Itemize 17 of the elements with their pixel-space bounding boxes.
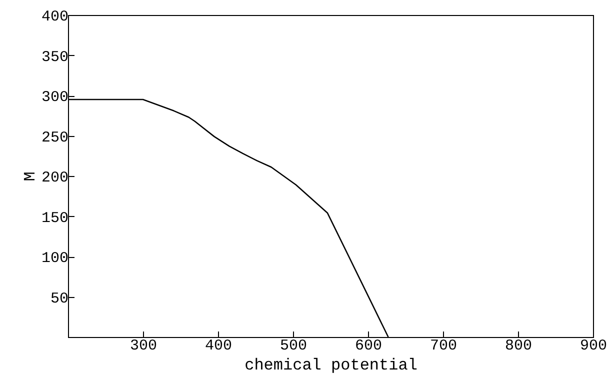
y-tick-label: 150 [41,210,68,227]
y-axis-title: M [21,172,40,182]
y-tick-label: 100 [41,250,68,267]
x-tick-label: 300 [130,338,158,354]
x-tick-label: 800 [504,338,532,354]
y-tick-label: 400 [41,8,68,26]
x-axis-title: chemical potential [244,356,418,374]
x-tick-label: 400 [204,338,232,354]
x-tick-label: 900 [580,338,608,354]
y-tick-label: 50 [50,290,68,308]
y-tick-label: 250 [41,129,68,146]
y-tick-label: 200 [41,170,68,186]
x-tick-label: 500 [280,338,308,354]
y-tick-label: 300 [41,89,68,106]
x-tick-label: 700 [430,338,458,354]
x-tick-label: 600 [354,338,382,354]
y-tick-label: 350 [41,48,68,66]
